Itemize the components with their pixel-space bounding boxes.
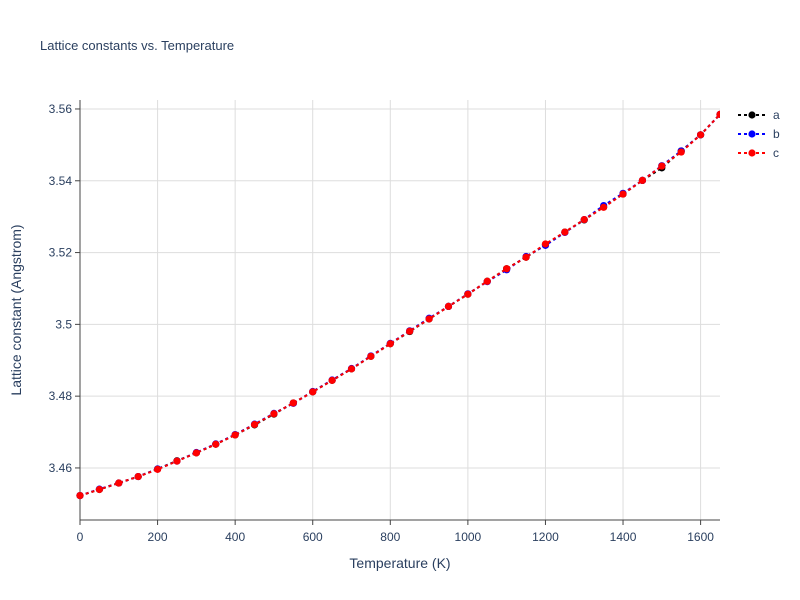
data-point-c[interactable] [115, 479, 123, 487]
x-tick-labels: 0 200 400 600 800 1000 1200 1400 1600 [77, 530, 715, 544]
data-point-c[interactable] [95, 485, 103, 494]
data-point-c[interactable] [619, 190, 627, 198]
data-point-c[interactable] [638, 176, 647, 185]
plot-area [76, 110, 723, 500]
data-point-c[interactable] [270, 410, 278, 418]
data-point-c[interactable] [483, 277, 491, 285]
y-tick-label: 3.54 [49, 174, 73, 188]
axes [75, 100, 720, 525]
x-tick-label: 0 [77, 530, 84, 544]
data-point-c[interactable] [580, 215, 588, 224]
y-axis-title: Lattice constant (Angstrom) [8, 224, 24, 395]
data-point-c[interactable] [541, 240, 550, 248]
data-point-c[interactable] [250, 420, 259, 429]
data-point-c[interactable] [309, 388, 317, 396]
series-line-a [79, 113, 720, 497]
data-point-c[interactable] [289, 399, 297, 407]
x-tick-label: 800 [380, 530, 400, 544]
data-point-c[interactable] [697, 131, 705, 139]
data-point-c[interactable] [386, 340, 394, 348]
data-point-c[interactable] [444, 302, 453, 311]
y-tick-label: 3.52 [49, 246, 73, 260]
x-tick-label: 200 [148, 530, 168, 544]
legend-marker [748, 130, 756, 138]
legend-item-b[interactable]: b [738, 127, 780, 141]
y-tick-label: 3.5 [55, 317, 72, 331]
data-point-c[interactable] [406, 327, 414, 335]
x-tick-label: 1600 [687, 530, 714, 544]
x-tick-label: 1000 [455, 530, 482, 544]
data-point-c[interactable] [153, 465, 162, 473]
chart-title: Lattice constants vs. Temperature [40, 38, 234, 53]
legend[interactable]: abc [738, 108, 780, 160]
legend-marker [748, 149, 756, 157]
y-tick-label: 3.56 [49, 102, 73, 116]
y-tick-label: 3.46 [49, 461, 73, 475]
legend-label: b [773, 127, 780, 141]
data-point-c[interactable] [76, 491, 84, 500]
series-line-c [79, 113, 720, 497]
data-point-c[interactable] [522, 253, 530, 261]
data-point-c[interactable] [192, 449, 200, 457]
y-tick-labels: 3.46 3.48 3.5 3.52 3.54 3.56 [49, 102, 73, 475]
data-point-c[interactable] [716, 110, 723, 118]
legend-item-c[interactable]: c [738, 146, 779, 160]
data-point-c[interactable] [367, 352, 375, 360]
data-point-c[interactable] [173, 457, 181, 465]
x-tick-label: 600 [303, 530, 323, 544]
data-point-c[interactable] [231, 431, 239, 439]
x-tick-label: 1400 [610, 530, 637, 544]
y-tick-label: 3.48 [49, 389, 73, 403]
data-point-c[interactable] [464, 290, 472, 298]
data-point-c[interactable] [658, 162, 666, 170]
legend-label: a [773, 108, 780, 122]
data-point-c[interactable] [134, 472, 142, 481]
x-axis-title: Temperature (K) [349, 555, 450, 571]
x-tick-label: 400 [225, 530, 245, 544]
series-group [76, 110, 723, 500]
grid-lines [80, 100, 720, 520]
data-point-c[interactable] [677, 148, 685, 156]
x-tick-label: 1200 [532, 530, 559, 544]
data-point-c[interactable] [347, 365, 356, 373]
data-point-c[interactable] [328, 376, 336, 384]
legend-marker [748, 111, 756, 119]
series-line-b [79, 113, 720, 497]
data-point-c[interactable] [561, 228, 569, 236]
data-point-c[interactable] [503, 265, 511, 273]
data-point-c[interactable] [600, 203, 608, 211]
data-point-c[interactable] [212, 440, 220, 448]
legend-item-a[interactable]: a [738, 108, 780, 122]
data-point-c[interactable] [425, 315, 433, 323]
legend-label: c [773, 146, 779, 160]
